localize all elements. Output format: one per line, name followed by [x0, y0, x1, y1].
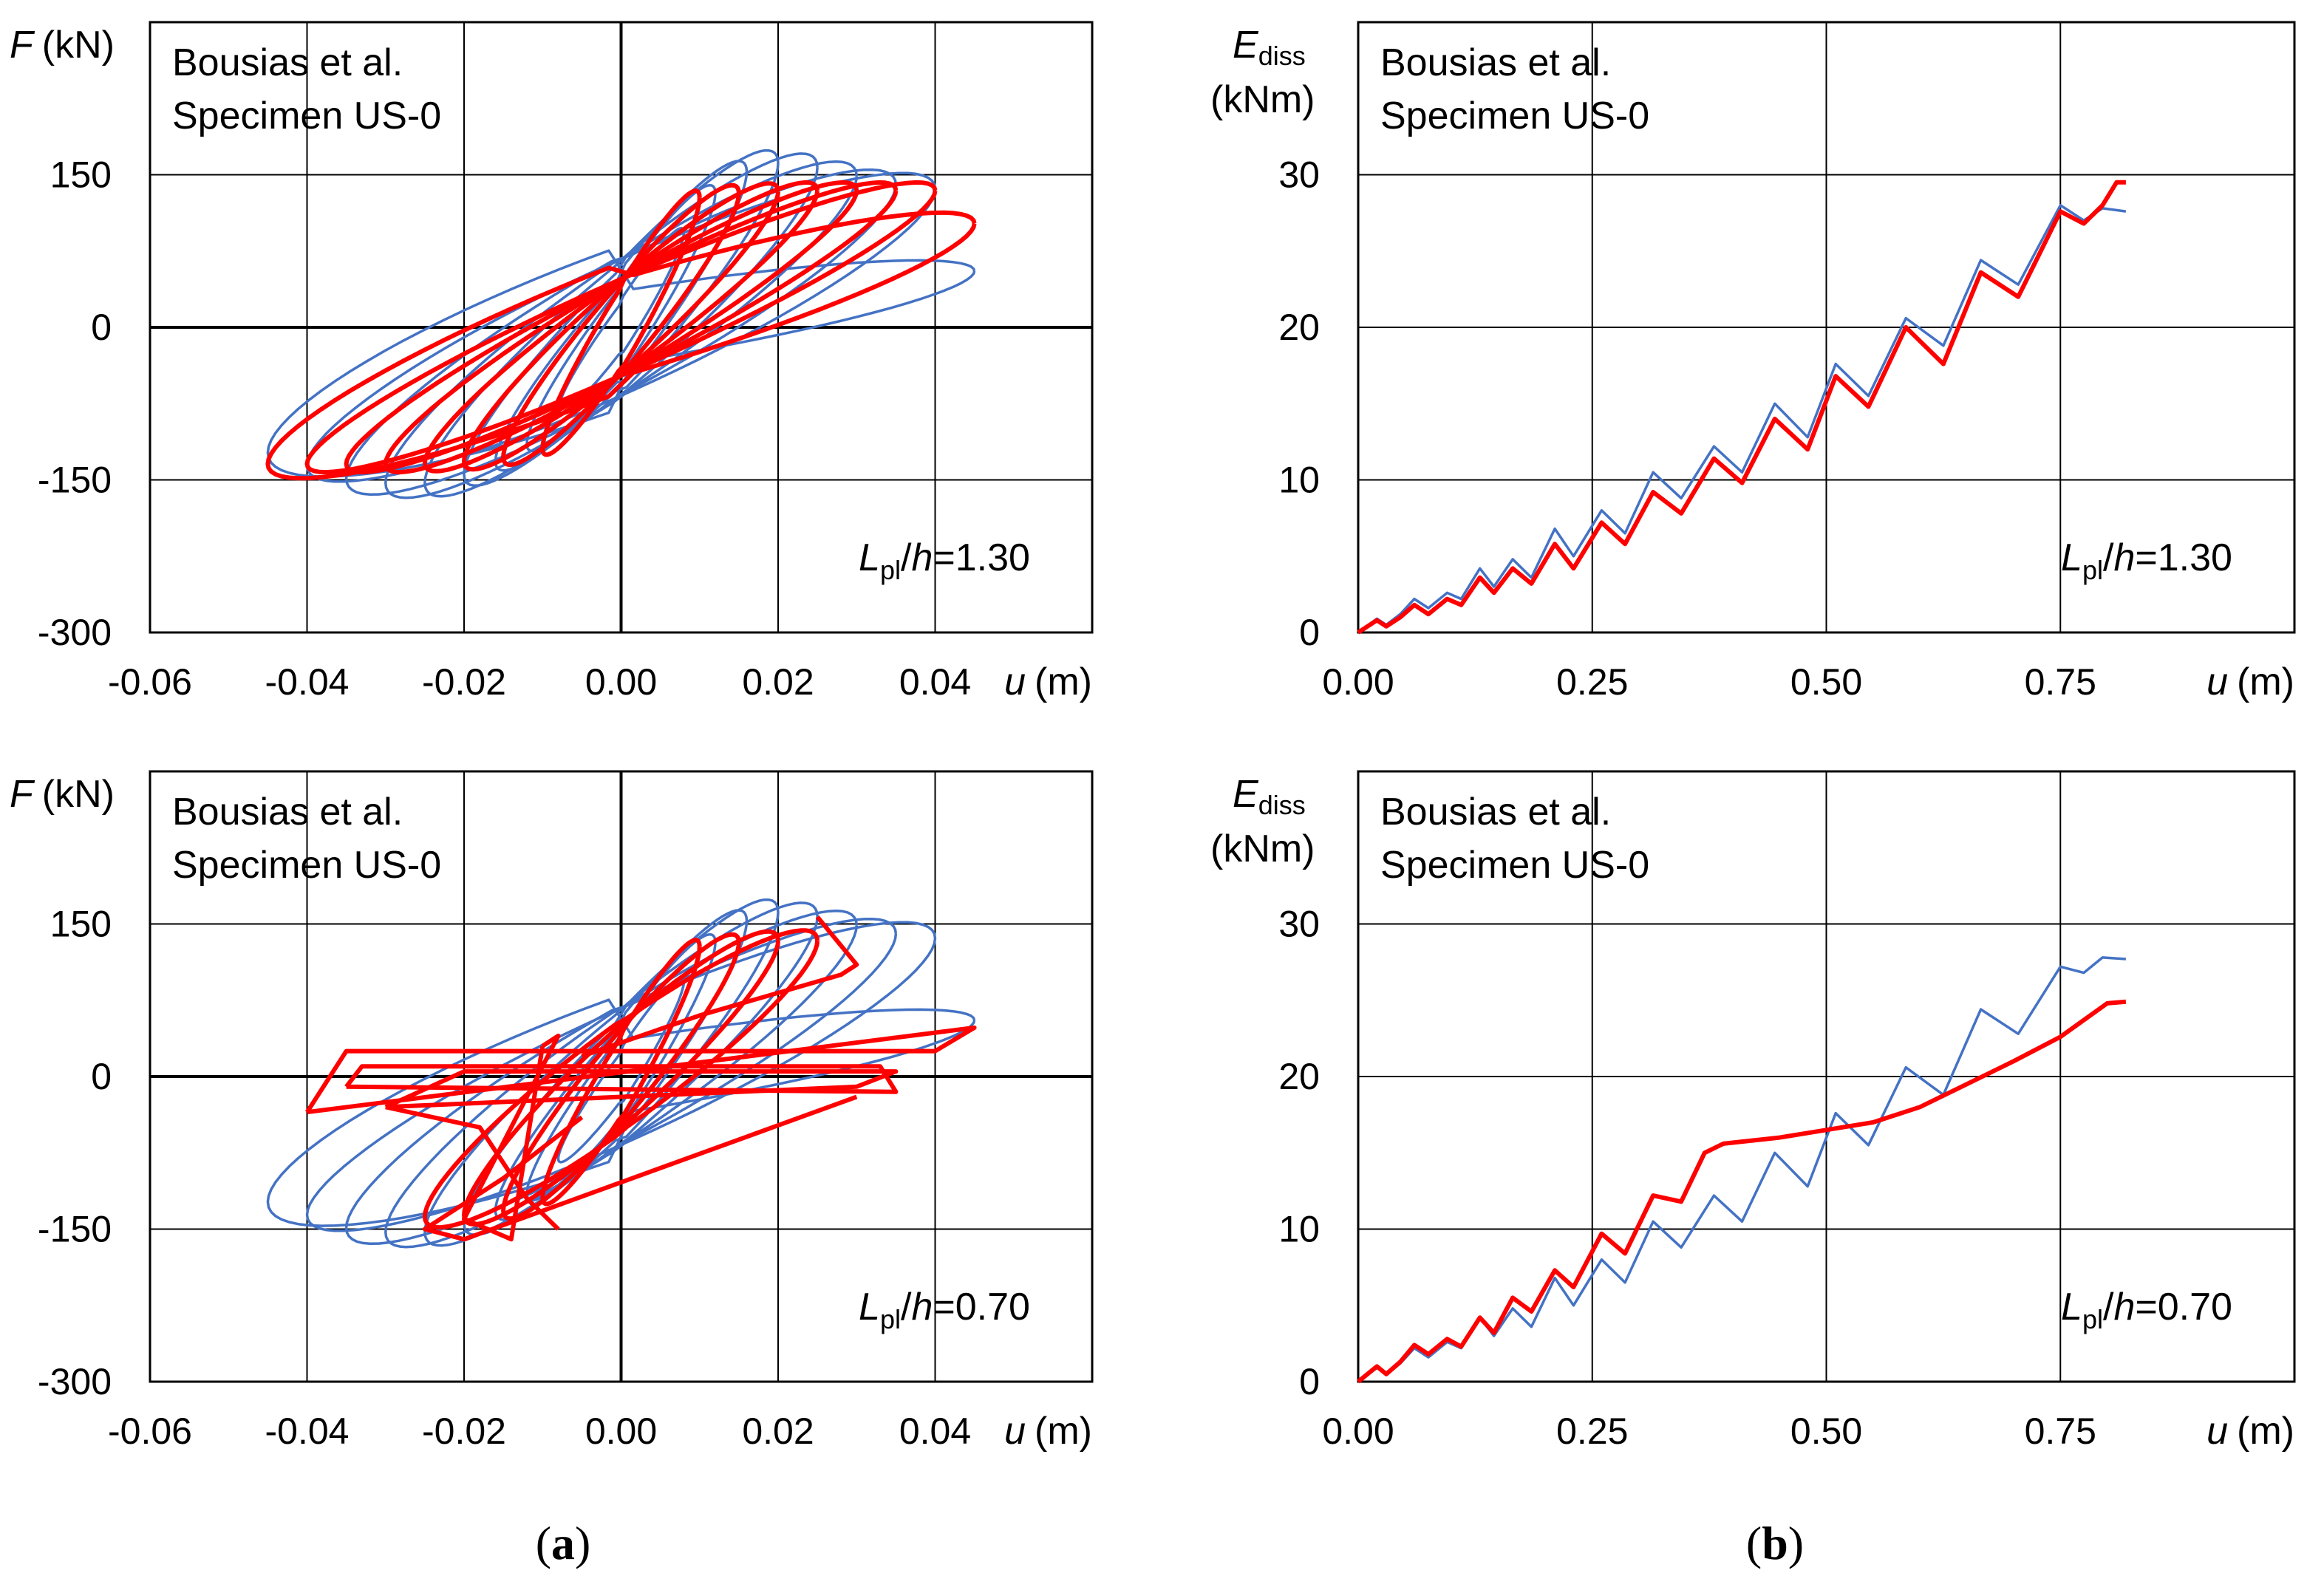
x-tick-label: 0.50	[1790, 1410, 1862, 1452]
y-tick-label: 30	[1278, 154, 1320, 196]
x-tick-label: 0.02	[742, 661, 814, 703]
hysteresis-loop	[383, 180, 859, 475]
y-tick-label: 30	[1278, 904, 1320, 945]
hysteresis-loop	[462, 181, 780, 472]
x-axis-label: u (m)	[2207, 661, 2294, 703]
energy-curve	[1357, 204, 2127, 634]
series-model	[1357, 999, 2127, 1384]
ratio-annotation: Lpl/h=0.70	[2061, 1286, 2232, 1334]
x-axis-label: u (m)	[2207, 1410, 2294, 1453]
x-tick-label: 0.75	[2025, 661, 2096, 703]
y-tick-label: 0	[91, 307, 112, 348]
y-axis-label: Ediss	[1233, 773, 1306, 820]
y-tick-label: 20	[1278, 1056, 1320, 1097]
chart-hysteresis-bottom: -0.06 -0.04 -0.02 0.00 0.02 0.04 -300 -150 0 150 u…	[10, 770, 1094, 1453]
plot-frame	[1357, 21, 2296, 634]
y-tick-label: 20	[1278, 307, 1320, 348]
series-model	[1357, 180, 2126, 635]
x-tick-label: -0.02	[422, 661, 506, 703]
hysteresis-loop	[304, 180, 938, 475]
x-tick-label: 0.00	[585, 1410, 657, 1452]
caption-a: (a)	[536, 1517, 591, 1569]
y-axis-unit: (kNm)	[1210, 828, 1315, 870]
y-tick-label: -150	[38, 1209, 112, 1250]
plot-frame	[149, 21, 1094, 634]
y-tick-label: 150	[50, 904, 112, 945]
series-experiment	[1357, 204, 2127, 634]
annotation-title-line: Specimen US-0	[172, 844, 441, 887]
y-tick-label: -300	[38, 612, 112, 653]
y-tick-label: -300	[38, 1361, 112, 1402]
model-path	[385, 1105, 560, 1231]
annotation-title-line: Bousias et al.	[1380, 41, 1611, 84]
caption-b: (b)	[1746, 1517, 1804, 1569]
x-tick-label: 0.75	[2025, 1410, 2096, 1452]
x-tick-label: 0.00	[1322, 1410, 1394, 1452]
plot-frame	[1357, 770, 2296, 1383]
energy-curve	[1357, 180, 2126, 635]
annotation-title-line: Bousias et al.	[172, 791, 403, 833]
x-tick-label: 0.50	[1790, 661, 1862, 703]
chart-hysteresis-top: -0.06 -0.04 -0.02 0.00 0.02 0.04 -300 -150 0 150 u…	[10, 21, 1094, 703]
x-tick-label: -0.04	[265, 661, 350, 703]
x-tick-label: 0.00	[585, 661, 657, 703]
x-tick-label: 0.25	[1556, 661, 1628, 703]
model-path	[304, 1025, 977, 1115]
x-tick-label: 0.00	[1322, 661, 1394, 703]
x-tick-label: -0.02	[422, 1410, 506, 1452]
y-tick-label: -150	[38, 460, 112, 501]
model-path	[462, 1033, 561, 1242]
annotation-title-line: Bousias et al.	[1380, 791, 1611, 833]
annotation-title-line: Bousias et al.	[172, 41, 403, 84]
x-tick-label: 0.25	[1556, 1410, 1628, 1452]
x-tick-label: -0.06	[108, 661, 192, 703]
x-tick-label: 0.04	[899, 661, 971, 703]
y-tick-label: 0	[1299, 612, 1320, 653]
plot-frame	[149, 770, 1094, 1383]
hysteresis-loop	[266, 998, 976, 1227]
series-experiment	[1357, 956, 2127, 1383]
hysteresis-loop	[540, 938, 702, 1207]
x-tick-label: -0.06	[108, 1410, 192, 1452]
energy-curve	[1357, 956, 2127, 1383]
model-path	[344, 1064, 899, 1094]
hysteresis-loop	[422, 180, 820, 474]
x-tick-label: 0.04	[899, 1410, 971, 1452]
hysteresis-loop	[266, 249, 976, 478]
y-axis-label: F (kN)	[10, 773, 115, 816]
hysteresis-loop	[344, 180, 899, 475]
series-model	[304, 915, 977, 1242]
x-axis-label: u (m)	[1004, 1410, 1092, 1453]
y-tick-label: 0	[1299, 1361, 1320, 1402]
y-axis-label: Ediss	[1233, 24, 1306, 71]
model-path	[422, 1094, 858, 1242]
annotation-title-line: Specimen US-0	[1380, 844, 1649, 887]
y-tick-label: 10	[1278, 1209, 1320, 1250]
x-tick-label: 0.02	[742, 1410, 814, 1452]
y-tick-label: 150	[50, 154, 112, 196]
ratio-annotation: Lpl/h=0.70	[859, 1286, 1030, 1334]
series-model	[265, 180, 977, 481]
chart-energy-top: 0.00 0.25 0.50 0.75 0 10 20 30 u (m) Ediss (kNm) Bou…	[1210, 21, 2296, 703]
ratio-annotation: Lpl/h=1.30	[859, 536, 1030, 585]
annotation-title-line: Specimen US-0	[172, 95, 441, 137]
y-tick-label: 10	[1278, 460, 1320, 501]
x-axis-label: u (m)	[1004, 661, 1092, 703]
hysteresis-loop	[344, 917, 898, 1246]
energy-curve	[1357, 999, 2127, 1384]
model-path	[384, 1069, 899, 1110]
annotation-title-line: Specimen US-0	[1380, 95, 1649, 137]
y-axis-unit: (kNm)	[1210, 78, 1315, 121]
x-tick-label: -0.04	[265, 1410, 350, 1452]
model-path	[581, 915, 859, 1059]
hysteresis-loop	[422, 928, 820, 1230]
y-axis-label: F (kN)	[10, 24, 115, 66]
hysteresis-loop	[265, 210, 977, 481]
y-tick-label: 0	[91, 1056, 112, 1097]
ratio-annotation: Lpl/h=1.30	[2061, 536, 2232, 585]
chart-energy-bottom: 0.00 0.25 0.50 0.75 0 10 20 30 u (m) Ediss (kNm) Bou…	[1210, 770, 2296, 1453]
